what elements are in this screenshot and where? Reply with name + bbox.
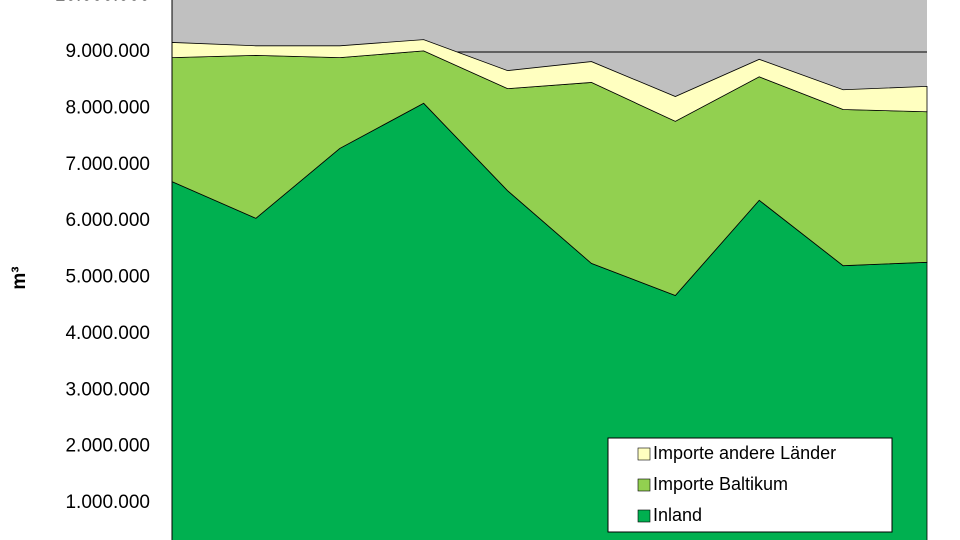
y-tick-label: 4.000.000 bbox=[65, 323, 150, 344]
y-tick-label: 8.000.000 bbox=[65, 97, 150, 118]
y-tick-label: 3.000.000 bbox=[65, 379, 150, 400]
y-tick-label: 6.000.000 bbox=[65, 210, 150, 231]
y-tick-label: 1.000.000 bbox=[65, 492, 150, 513]
y-tick-label: 7.000.000 bbox=[65, 154, 150, 175]
legend-label: Importe andere Länder bbox=[653, 443, 836, 463]
legend-label: Importe Baltikum bbox=[653, 474, 788, 494]
area bbox=[171, 39, 928, 122]
legend-label: Inland bbox=[653, 505, 702, 525]
legend: Importe andere Länder Importe Baltikum Inl… bbox=[607, 437, 893, 533]
y-tick-label: 9.000.000 bbox=[65, 41, 150, 62]
y-tick-label: 2.000.000 bbox=[65, 436, 150, 457]
legend-swatch bbox=[637, 478, 651, 492]
legend-swatch bbox=[637, 509, 651, 523]
y-axis-label: m³ bbox=[9, 266, 30, 289]
legend-swatch bbox=[637, 447, 651, 461]
y-tick-label: 10.000.000 bbox=[55, 0, 150, 6]
y-tick-label: 5.000.000 bbox=[65, 267, 150, 288]
legend-box bbox=[607, 437, 893, 533]
